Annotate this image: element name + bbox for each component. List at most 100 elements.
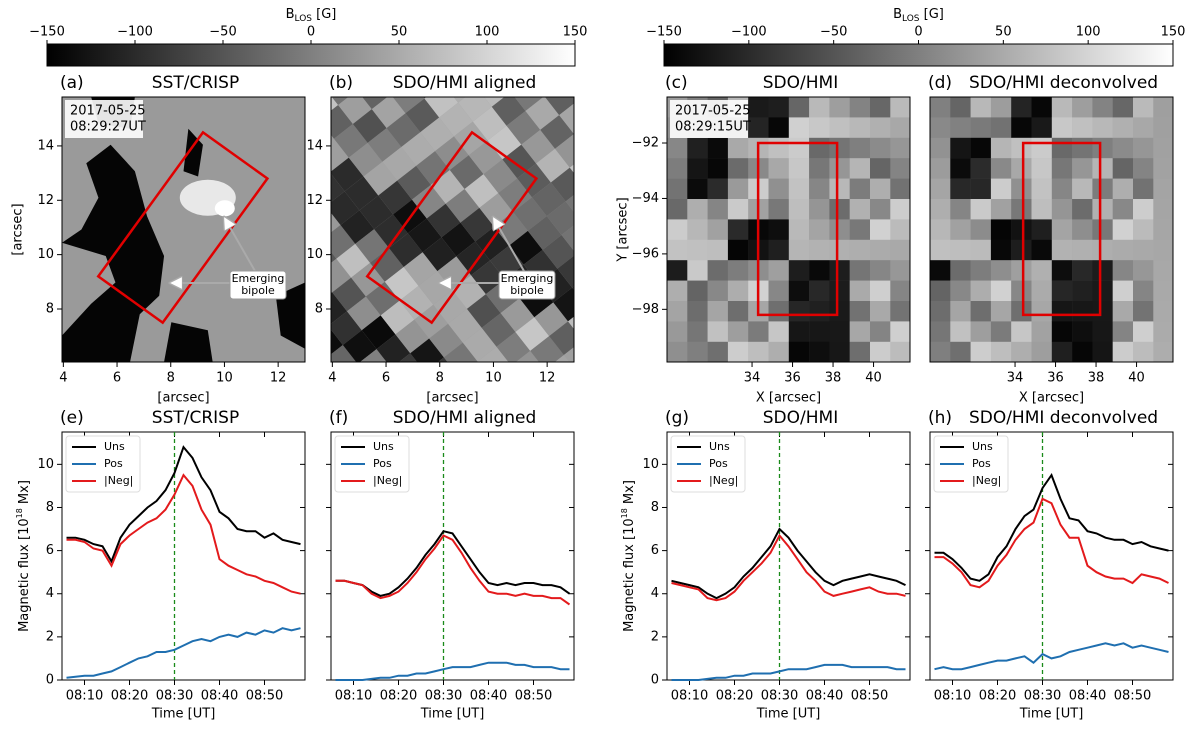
- image-block: [1011, 178, 1032, 200]
- image-block: [1031, 260, 1052, 281]
- image-bright-region: [214, 200, 235, 217]
- x-tick-label: 08:10: [671, 689, 708, 704]
- image-block: [768, 280, 789, 302]
- image-block: [870, 199, 891, 220]
- image-block: [768, 199, 789, 220]
- y-tick-label: 12: [37, 193, 54, 208]
- image-block: [930, 280, 951, 302]
- label-main: Magnetic flux [10: [17, 518, 32, 632]
- panel-label: (d): [928, 73, 952, 93]
- image-block: [331, 172, 345, 207]
- series-line: [671, 533, 906, 602]
- image-block: [1072, 341, 1093, 362]
- y-tick-label: 14: [37, 138, 54, 153]
- x-tick-label: 8: [167, 371, 175, 386]
- image-block: [950, 260, 971, 281]
- image-block: [788, 280, 810, 302]
- label-main: Magnetic flux [10: [622, 518, 637, 632]
- y-tick-label: 4: [46, 586, 54, 601]
- x-tick-label: 12: [539, 371, 556, 386]
- image-block: [707, 158, 729, 179]
- image-block: [707, 280, 729, 302]
- image-block: [950, 199, 971, 220]
- image-block: [331, 191, 360, 226]
- image-block: [1011, 117, 1032, 138]
- image-block: [1153, 301, 1173, 322]
- image-block: [667, 321, 688, 342]
- y-tick-label: 4: [651, 586, 659, 601]
- image-block: [970, 239, 992, 261]
- image-block: [388, 233, 423, 267]
- image-block: [1072, 97, 1093, 118]
- x-tick-label: 4: [59, 371, 67, 386]
- image-block: [351, 262, 385, 297]
- panel-label: (e): [60, 408, 84, 428]
- image-block: [1133, 97, 1154, 118]
- image-block: [990, 158, 1012, 179]
- image-block: [435, 136, 469, 171]
- image-block: [890, 178, 910, 200]
- image-block: [930, 199, 951, 220]
- image-block: [472, 106, 507, 141]
- image-block: [727, 321, 749, 342]
- image-block: [809, 137, 830, 159]
- y-tick-label: 12: [306, 193, 323, 208]
- x-tick-label: 08:20: [716, 689, 753, 704]
- x-axis-label: Time [UT]: [151, 707, 216, 722]
- image-block: [727, 239, 749, 261]
- image-block: [667, 137, 688, 159]
- image-block: [1133, 301, 1154, 322]
- image-block: [1112, 137, 1134, 159]
- image-block: [386, 113, 421, 147]
- y-tick-label: −98: [632, 302, 659, 317]
- image-block: [1011, 260, 1032, 281]
- image-block: [1112, 239, 1134, 261]
- image-block: [707, 239, 729, 261]
- image-block: [707, 137, 729, 159]
- image-block: [371, 97, 406, 129]
- image-block: [748, 117, 769, 138]
- image-block: [707, 199, 729, 220]
- image-block: [429, 323, 463, 358]
- image-block: [970, 178, 992, 200]
- image-block: [357, 97, 391, 110]
- image-block: [990, 219, 1012, 240]
- image-block: [990, 301, 1012, 322]
- panel-label: (a): [60, 73, 84, 93]
- panel-label: (g): [665, 408, 689, 428]
- image-block: [870, 301, 891, 322]
- image-block: [990, 280, 1012, 302]
- image-block: [481, 313, 516, 347]
- image-block: [502, 144, 537, 179]
- x-tick-label: 36: [784, 371, 801, 386]
- legend-label: |Neg|: [104, 474, 133, 487]
- image-block: [687, 199, 708, 220]
- image-block: [397, 165, 431, 200]
- x-tick-label: 8: [436, 371, 444, 386]
- image-block: [727, 158, 749, 179]
- x-tick-label: 08:50: [246, 689, 283, 704]
- image-block: [331, 206, 341, 240]
- image-block: [1112, 117, 1134, 138]
- image-block: [625, 262, 659, 296]
- image-block: [1072, 137, 1093, 159]
- image-block: [448, 308, 482, 343]
- image-block: [510, 97, 545, 111]
- image-block: [553, 287, 574, 322]
- image-block: [950, 137, 971, 159]
- image-block: [1133, 137, 1154, 159]
- image-block: [870, 280, 891, 302]
- y-tick-label: 14: [306, 138, 323, 153]
- image-block: [1011, 158, 1032, 179]
- image-block: [1153, 137, 1173, 159]
- image-block: [1153, 199, 1173, 220]
- image-block: [727, 178, 749, 200]
- image-block: [331, 105, 353, 139]
- image-block: [1051, 137, 1073, 159]
- image-block: [849, 97, 871, 118]
- image-block: [687, 341, 708, 362]
- image-block: [1092, 301, 1113, 322]
- image-block: [1072, 239, 1093, 261]
- x-tick-label: 40: [865, 371, 882, 386]
